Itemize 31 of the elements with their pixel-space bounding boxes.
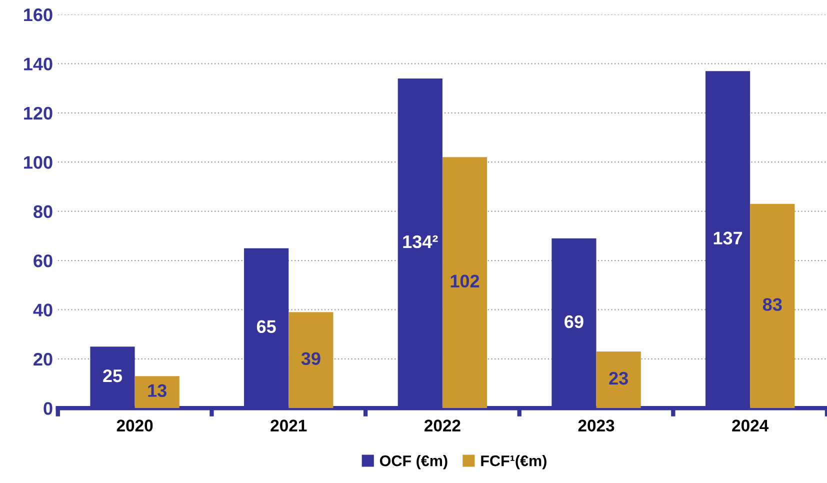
y-tick-label: 140 <box>24 58 52 70</box>
data-label: 23 <box>609 372 628 385</box>
data-label: 25 <box>103 369 122 382</box>
x-tick-label: 2022 <box>424 420 460 432</box>
data-label: 83 <box>762 298 782 311</box>
data-label: 102 <box>450 274 480 288</box>
x-tick-label: 2021 <box>270 420 307 432</box>
bar <box>288 312 334 408</box>
data-label: 134² <box>403 235 438 248</box>
bar <box>596 352 641 408</box>
data-label: 39 <box>301 352 320 366</box>
y-tick-label: 60 <box>34 254 52 268</box>
bar <box>750 204 795 408</box>
y-tick-label: 0 <box>44 402 52 415</box>
y-tick-label: 100 <box>24 156 52 169</box>
y-tick-label: 160 <box>24 8 52 22</box>
y-tick-label: 40 <box>33 304 52 316</box>
bar <box>442 157 488 408</box>
y-tick-label: 80 <box>34 205 52 218</box>
data-label: 13 <box>148 384 166 398</box>
data-label: 69 <box>564 315 584 328</box>
y-tick-label: 120 <box>24 106 52 120</box>
legend-label: FCF¹(€m) <box>481 455 546 470</box>
data-label: 137 <box>714 232 742 244</box>
x-tick-label: 2023 <box>578 420 614 432</box>
x-tick-label: 2024 <box>732 420 769 432</box>
data-label: 65 <box>256 320 276 334</box>
x-tick-label: 2020 <box>116 420 153 432</box>
y-tick-label: 20 <box>34 352 52 366</box>
bar <box>134 376 180 408</box>
legend-label: OCF (€m) <box>380 455 448 470</box>
